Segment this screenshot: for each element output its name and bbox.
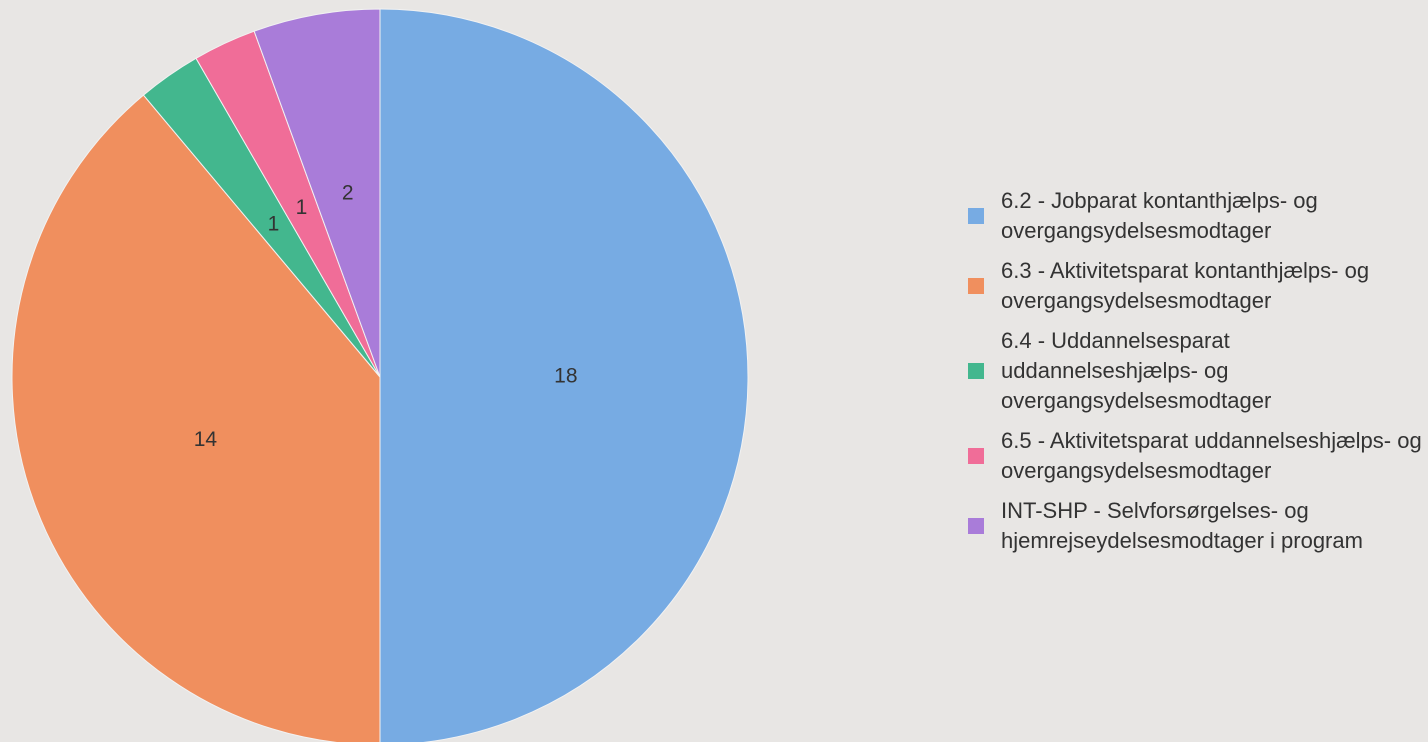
legend-swatch xyxy=(968,518,984,534)
slice-label: 2 xyxy=(342,182,354,205)
legend-swatch xyxy=(968,208,984,224)
slice-label: 18 xyxy=(554,365,577,388)
legend-swatch xyxy=(968,278,984,294)
legend-label: 6.4 - Uddannelsesparat uddannelseshjælps… xyxy=(1001,328,1272,413)
legend-swatch xyxy=(968,363,984,379)
pie-slice xyxy=(379,8,749,742)
legend-label: 6.3 - Aktivitetsparat kontanthjælps- og … xyxy=(1001,258,1370,313)
slice-label: 1 xyxy=(296,196,308,219)
legend-label: 6.5 - Aktivitetsparat uddannelseshjælps-… xyxy=(1001,428,1422,483)
legend-label: 6.2 - Jobparat kontanthjælps- og overgan… xyxy=(1001,188,1318,243)
legend-item: 6.3 - Aktivitetsparat kontanthjælps- og … xyxy=(968,256,1428,316)
legend-label: INT-SHP - Selvforsørgelses- og hjemrejse… xyxy=(1001,498,1363,553)
pie-slice xyxy=(11,94,381,742)
legend-item: 6.5 - Aktivitetsparat uddannelseshjælps-… xyxy=(968,426,1428,486)
pie-area: 18 14 11 2 xyxy=(11,8,749,742)
slice-label: 1 xyxy=(268,212,280,235)
legend: 6.2 - Jobparat kontanthjælps- og overgan… xyxy=(968,0,1428,742)
legend-item: 6.4 - Uddannelsesparat uddannelseshjælps… xyxy=(968,326,1428,416)
pie-slice xyxy=(253,8,381,378)
legend-item: 6.2 - Jobparat kontanthjælps- og overgan… xyxy=(968,186,1428,246)
legend-item: INT-SHP - Selvforsørgelses- og hjemrejse… xyxy=(968,496,1428,556)
slice-label: 14 xyxy=(194,428,218,451)
legend-swatch xyxy=(968,448,984,464)
